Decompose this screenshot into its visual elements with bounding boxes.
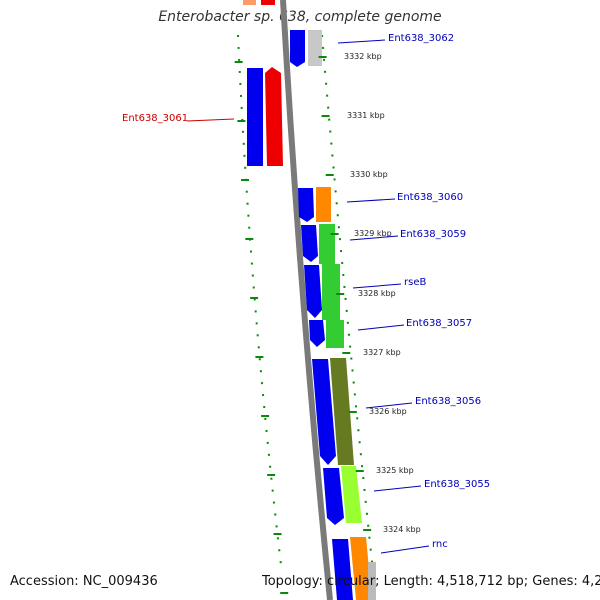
gene-label-ent638-3059[interactable]: Ent638_3059 bbox=[400, 229, 467, 240]
gene-ent638-3059[interactable] bbox=[319, 224, 335, 264]
kbp-label-3329: 3329 kbp bbox=[354, 229, 392, 238]
gene-label-ent638-3061[interactable]: Ent638_3061 bbox=[122, 113, 189, 124]
gene-ent638-3062[interactable] bbox=[290, 30, 305, 67]
outer-guide-line bbox=[237, 34, 282, 566]
gene-ent638-3061-blue[interactable] bbox=[247, 68, 263, 166]
inner-guide-line bbox=[321, 34, 376, 591]
inner-tick-group bbox=[318, 56, 372, 531]
gene-ent638-3061[interactable] bbox=[265, 67, 283, 166]
map-title: Enterobacter sp. 638, complete genome bbox=[158, 9, 442, 25]
gene-label-ent638-3055[interactable]: Ent638_3055 bbox=[424, 479, 491, 490]
genome-summary-text: Topology: circular; Length: 4,518,712 bp… bbox=[262, 574, 600, 589]
gene-ent638-3056-blue[interactable] bbox=[312, 359, 336, 465]
kbp-label-3327: 3327 kbp bbox=[363, 348, 401, 357]
gene-rseb-blue[interactable] bbox=[304, 265, 322, 318]
outer-tick-group bbox=[234, 61, 289, 594]
gene-ent638-3057[interactable] bbox=[326, 320, 344, 348]
gene-rnc-blue[interactable] bbox=[332, 539, 353, 600]
gene-ent638-3059-blue[interactable] bbox=[301, 225, 318, 262]
gene-ent638-3060[interactable] bbox=[316, 187, 331, 222]
kbp-label-3328: 3328 kbp bbox=[358, 289, 396, 298]
gene-rnc[interactable] bbox=[350, 537, 372, 600]
gene-gray-bottom bbox=[368, 562, 376, 600]
gene-label-ent638-3060[interactable]: Ent638_3060 bbox=[397, 192, 464, 203]
gene-ent638-3060-blue[interactable] bbox=[298, 188, 314, 222]
kbp-label-3330: 3330 kbp bbox=[350, 170, 388, 179]
gene-ent638-3057-blue[interactable] bbox=[309, 320, 325, 347]
gene-label-rseb[interactable]: rseB bbox=[404, 277, 427, 288]
partial-gene-orange bbox=[243, 0, 256, 5]
kbp-label-3332: 3332 kbp bbox=[344, 52, 382, 61]
gene-ent638-3055-blue[interactable] bbox=[323, 468, 344, 525]
gene-label-ent638-3057[interactable]: Ent638_3057 bbox=[406, 318, 473, 329]
partial-gene-red bbox=[261, 0, 275, 5]
kbp-label-3325: 3325 kbp bbox=[376, 466, 414, 475]
gene-ent638-3056[interactable] bbox=[330, 358, 354, 465]
accession-text: Accession: NC_009436 bbox=[10, 574, 158, 589]
gene-label-ent638-3056[interactable]: Ent638_3056 bbox=[415, 396, 482, 407]
gene-rseb[interactable] bbox=[322, 264, 340, 320]
gene-ent638-3062-gray bbox=[308, 30, 322, 66]
gene-ent638-3055[interactable] bbox=[341, 466, 362, 523]
kbp-label-3326: 3326 kbp bbox=[369, 407, 407, 416]
label-connectors bbox=[186, 39, 430, 554]
kbp-label-3331: 3331 kbp bbox=[347, 111, 385, 120]
gene-label-rnc[interactable]: rnc bbox=[432, 539, 448, 550]
genome-backbone bbox=[280, 0, 333, 600]
gene-label-ent638-3062[interactable]: Ent638_3062 bbox=[388, 33, 455, 44]
kbp-label-3324: 3324 kbp bbox=[383, 525, 421, 534]
